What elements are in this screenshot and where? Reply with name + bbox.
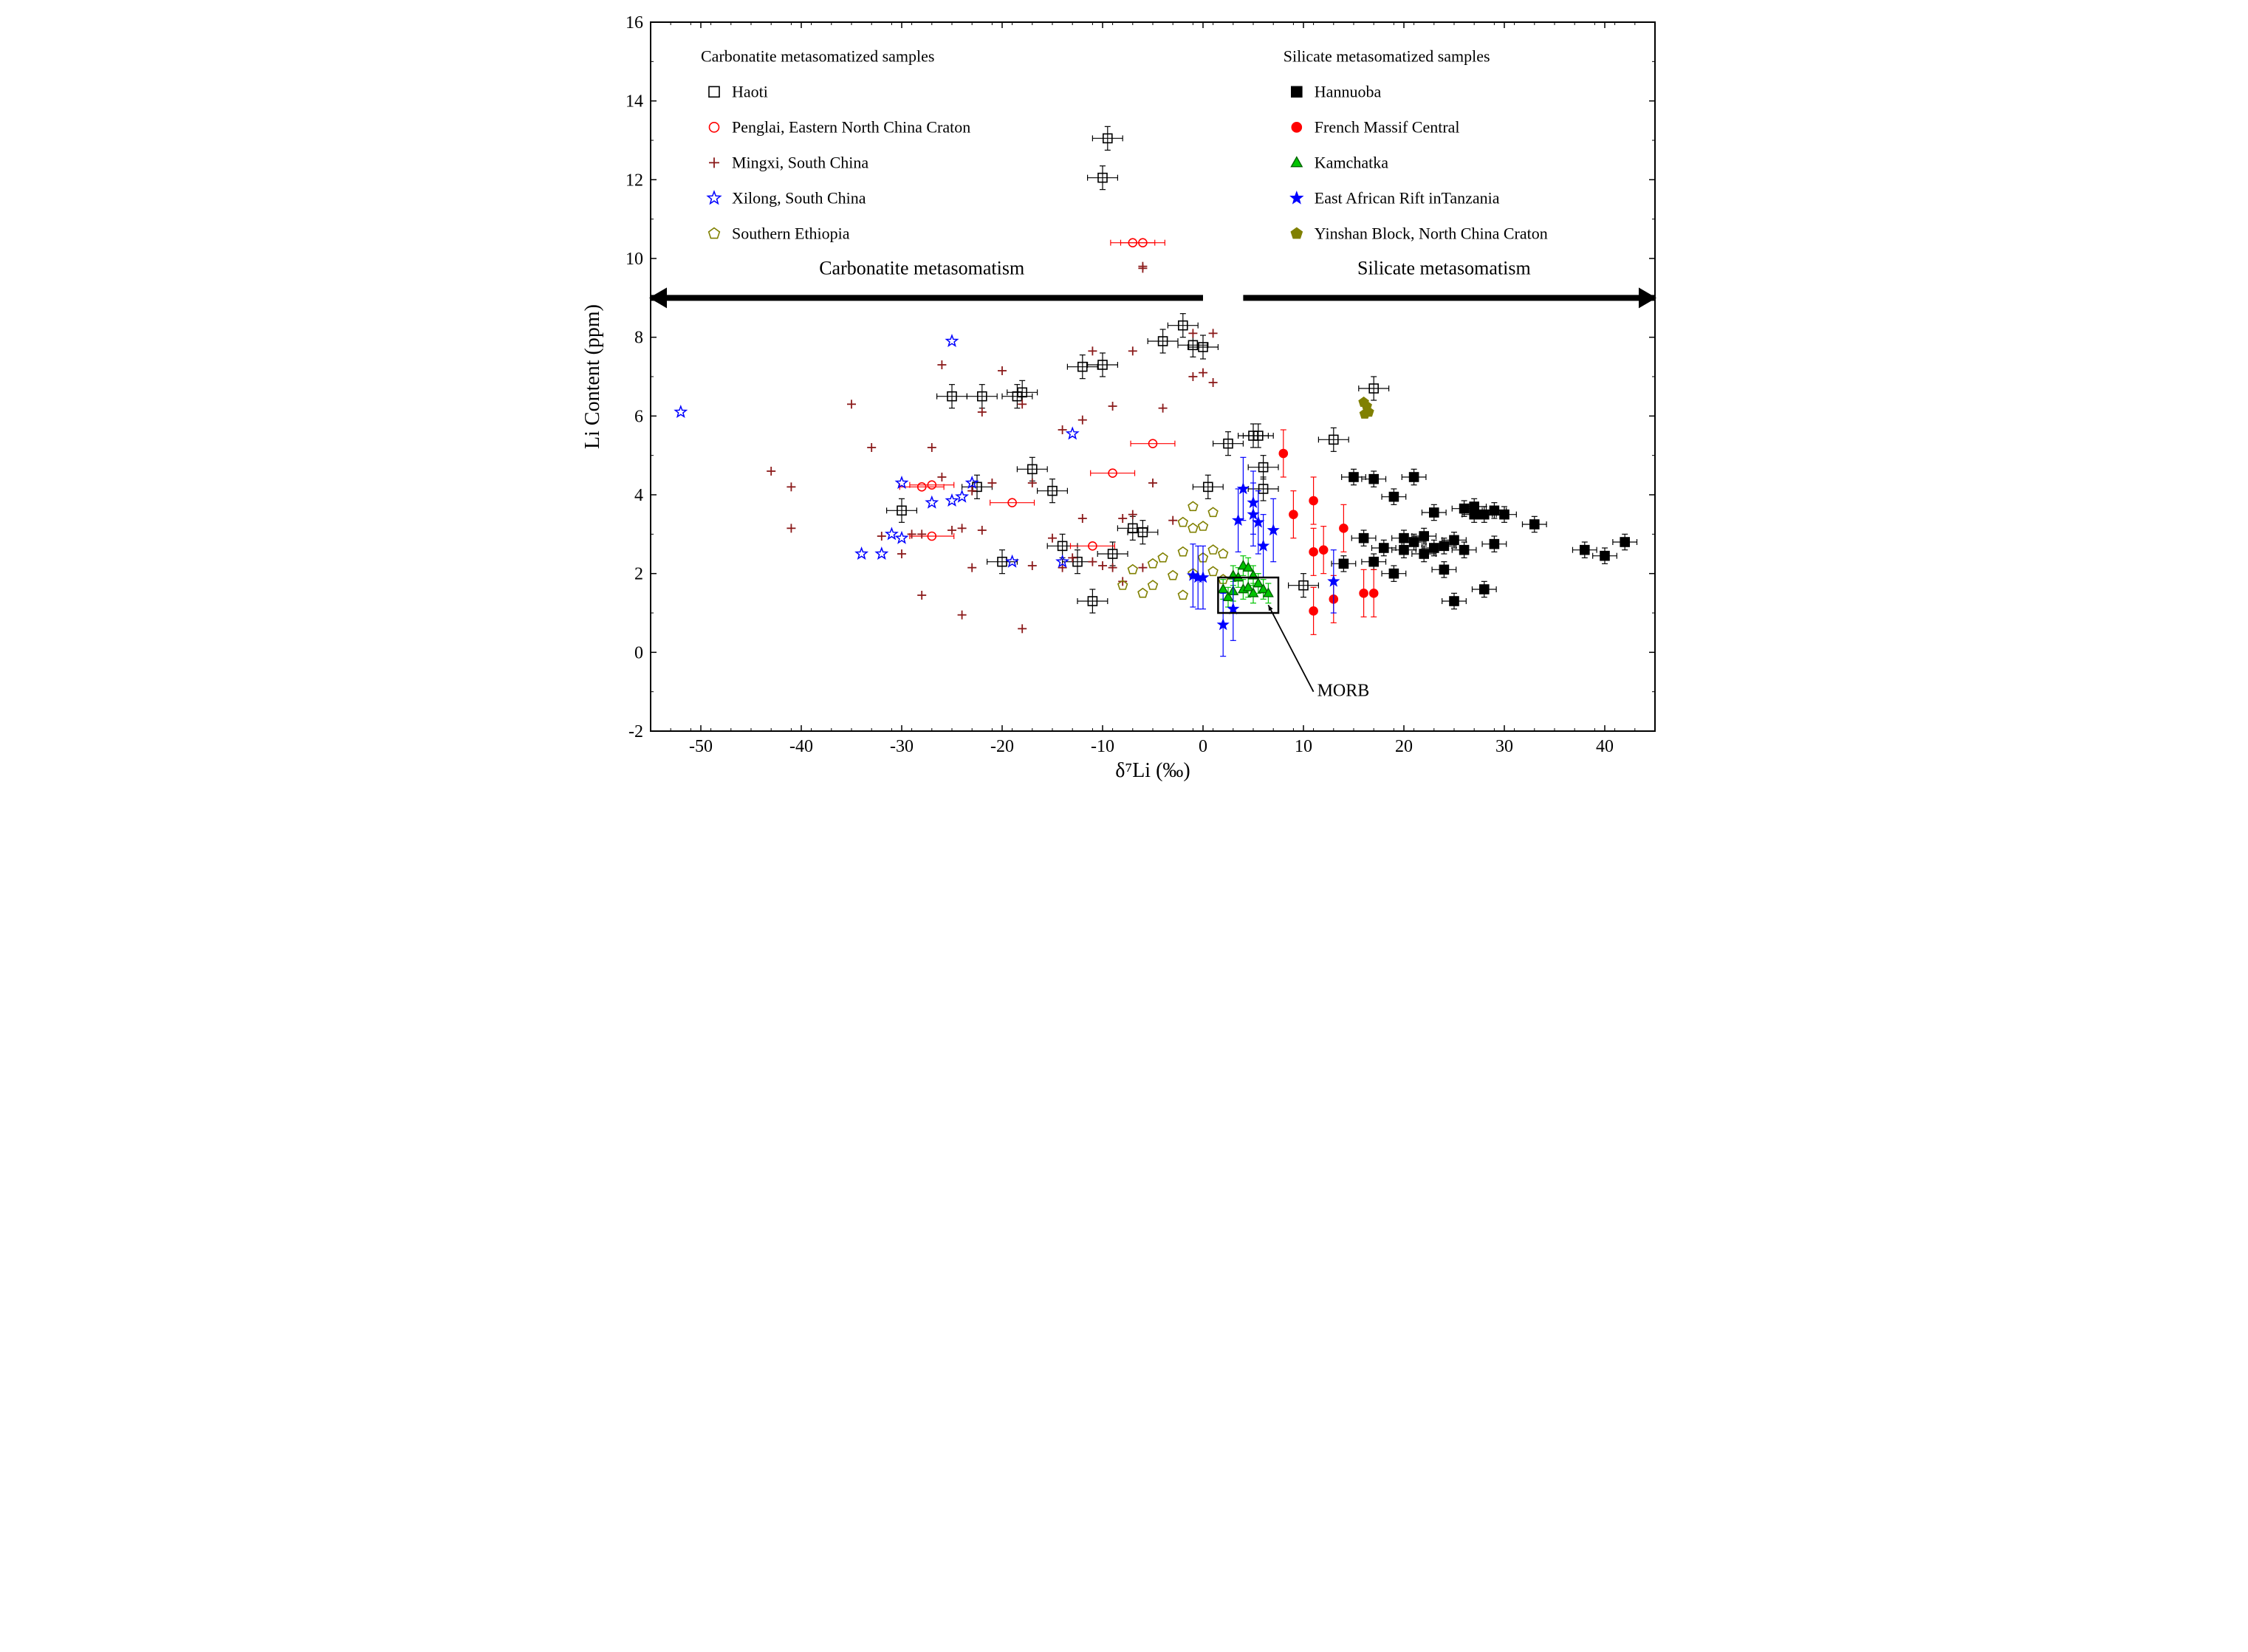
scatter-chart: -50-40-30-20-10010203040-20246810121416δ… — [562, 0, 1686, 826]
svg-text:-30: -30 — [890, 737, 914, 756]
svg-text:-20: -20 — [990, 737, 1014, 756]
svg-text:16: 16 — [626, 13, 643, 32]
legend-title-sil: Silicate metasomatized samples — [1284, 47, 1490, 65]
legend-item-yinshan: Yinshan Block, North China Craton — [1315, 224, 1548, 242]
legend-item-hannuoba: Hannuoba — [1315, 82, 1382, 100]
svg-text:-50: -50 — [689, 737, 713, 756]
svg-text:-10: -10 — [1091, 737, 1114, 756]
svg-text:14: 14 — [626, 92, 643, 112]
svg-text:10: 10 — [1295, 737, 1312, 756]
legend-item-ear: East African Rift inTanzania — [1315, 188, 1500, 207]
svg-text:4: 4 — [634, 486, 643, 505]
legend-item-kam: Kamchatka — [1315, 153, 1388, 171]
annot-sil: Silicate metasomatism — [1357, 257, 1531, 278]
svg-text:-40: -40 — [789, 737, 813, 756]
legend-item-mingxi: Mingxi, South China — [732, 153, 868, 171]
svg-text:0: 0 — [634, 643, 643, 662]
legend-item-haoti: Haoti — [732, 82, 768, 100]
chart-container: -50-40-30-20-10010203040-20246810121416δ… — [562, 0, 1686, 826]
svg-text:10: 10 — [626, 250, 643, 269]
morb-label: MORB — [1317, 682, 1370, 701]
svg-text:8: 8 — [634, 329, 643, 348]
legend-item-fmc: French Massif Central — [1315, 117, 1460, 136]
svg-text:6: 6 — [634, 407, 643, 426]
svg-text:20: 20 — [1395, 737, 1413, 756]
y-axis-label: Li Content (ppm) — [581, 304, 604, 449]
svg-text:30: 30 — [1495, 737, 1513, 756]
legend-item-xilong: Xilong, South China — [732, 188, 866, 207]
svg-text:12: 12 — [626, 171, 643, 190]
svg-text:40: 40 — [1596, 737, 1614, 756]
legend-item-sethio: Southern Ethiopia — [732, 224, 850, 242]
legend-item-penglai: Penglai, Eastern North China Craton — [732, 117, 970, 136]
legend-title-carb: Carbonatite metasomatized samples — [701, 47, 934, 65]
annot-carb: Carbonatite metasomatism — [819, 257, 1024, 278]
svg-text:2: 2 — [634, 565, 643, 584]
svg-text:-2: -2 — [628, 722, 643, 741]
svg-text:0: 0 — [1199, 737, 1207, 756]
x-axis-label: δ⁷Li (‰) — [1115, 759, 1190, 782]
